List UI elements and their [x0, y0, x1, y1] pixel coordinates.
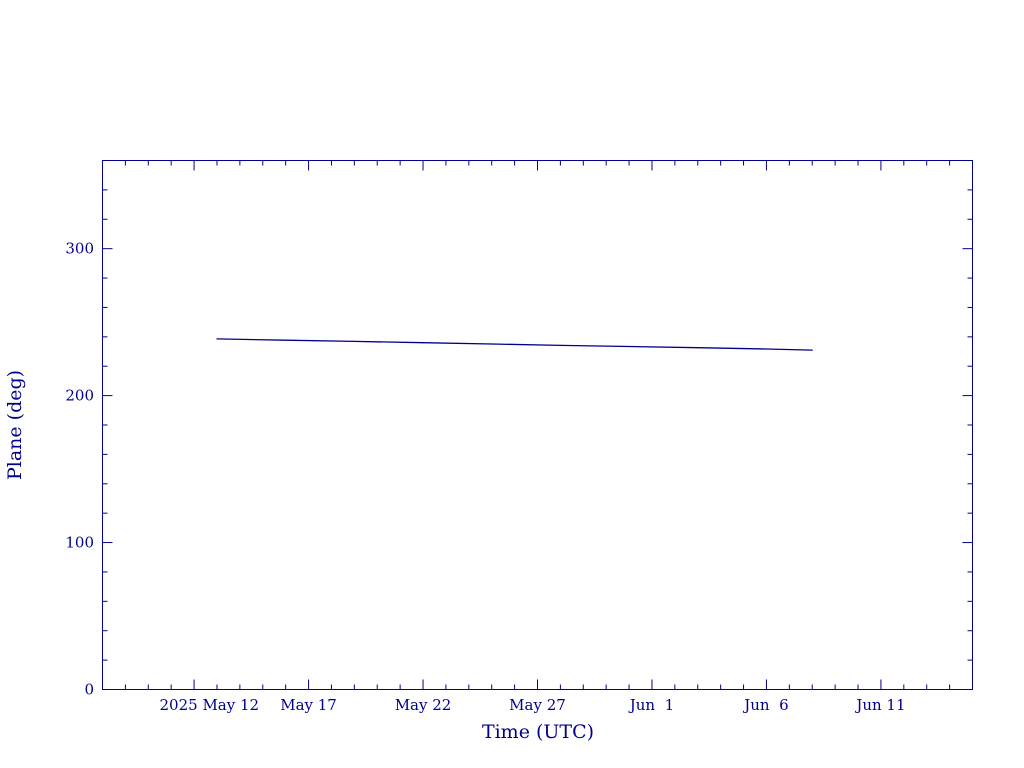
axis-ticks: [102, 160, 973, 690]
y-tick-label: 100: [65, 534, 94, 552]
series-line-0: [216, 338, 813, 351]
y-tick-label: 0: [84, 681, 94, 699]
x-tick-label: Jun 6: [742, 696, 788, 714]
series-point: [811, 349, 813, 351]
x-tick-label: Jun 1: [628, 696, 674, 714]
y-axis-title: Plane (deg): [4, 370, 26, 480]
series-point: [285, 339, 287, 341]
x-tick-label: May 27: [509, 696, 566, 714]
y-tick-label: 300: [65, 240, 94, 258]
x-tick-label: Jun 11: [854, 696, 905, 714]
series-point: [765, 348, 768, 350]
series-group: [216, 338, 813, 351]
plot-frame: [102, 160, 973, 690]
x-tick-label: 2025 May 12: [160, 696, 260, 714]
series-point: [628, 345, 630, 348]
series-point: [353, 340, 355, 342]
x-axis-title: Time (UTC): [482, 721, 594, 743]
x-tick-label: May 22: [395, 696, 452, 714]
series-point: [216, 338, 218, 340]
series-point: [559, 344, 562, 346]
series-point: [491, 343, 493, 345]
tick-labels: 0 100 200 300 2025 May 12 May 17 May 22 May 27 J…: [65, 240, 905, 714]
y-tick-label: 200: [65, 387, 94, 405]
x-tick-label: May 17: [280, 696, 337, 714]
series-point: [697, 347, 699, 349]
series-point: [422, 342, 424, 344]
